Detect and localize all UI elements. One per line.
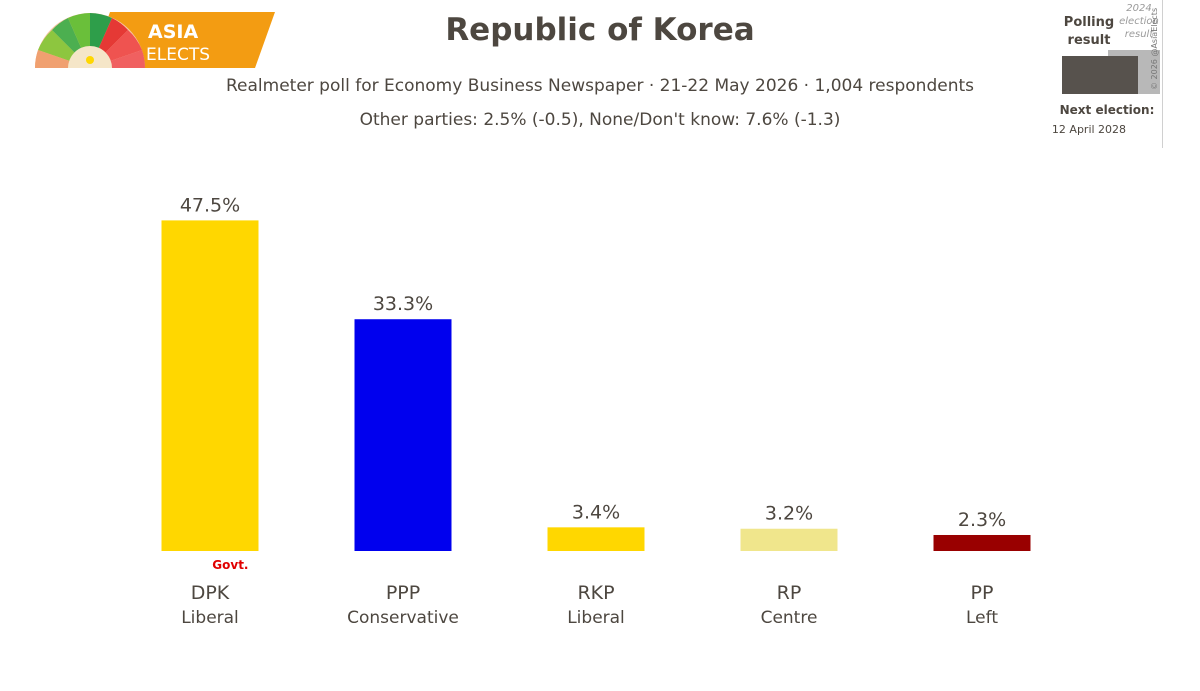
value-label-rp: 3.2% bbox=[765, 503, 813, 525]
party-label-pp: PP bbox=[971, 582, 994, 604]
party-label-rp: RP bbox=[777, 582, 802, 604]
ideology-label-dpk: Liberal bbox=[181, 608, 239, 628]
legend-election-label: 2024 election result bbox=[1119, 3, 1159, 40]
logo-text-asia: ASIA bbox=[148, 21, 198, 43]
party-label-ppp: PPP bbox=[386, 582, 420, 604]
value-label-ppp: 33.3% bbox=[373, 293, 433, 315]
ideology-label-rp: Centre bbox=[761, 608, 818, 628]
bar-rkp bbox=[547, 527, 645, 551]
asia-elects-logo: ASIA ELECTS bbox=[34, 12, 275, 68]
value-label-pp: 2.3% bbox=[958, 509, 1006, 531]
bar-ppp bbox=[354, 319, 452, 551]
value-label-rkp: 3.4% bbox=[572, 501, 620, 523]
next-election-date: 12 April 2028 bbox=[1051, 123, 1127, 136]
bar-rp bbox=[740, 528, 838, 551]
legend-polling-label: Polling result bbox=[1063, 15, 1115, 48]
party-label-dpk: DPK bbox=[191, 582, 230, 604]
poll-subtitle: Realmeter poll for Economy Business News… bbox=[226, 76, 974, 96]
sun-icon bbox=[34, 13, 146, 68]
bar-dpk bbox=[161, 220, 259, 551]
ideology-label-pp: Left bbox=[966, 608, 998, 628]
govt-annotation: Govt. bbox=[212, 558, 248, 572]
other-parties-note: Other parties: 2.5% (-0.5), None/Don't k… bbox=[359, 110, 841, 130]
logo-text-elects: ELECTS bbox=[146, 45, 210, 65]
legend-polling-swatch bbox=[1062, 56, 1138, 94]
ideology-label-ppp: Conservative bbox=[347, 608, 459, 628]
party-label-rkp: RKP bbox=[577, 582, 614, 604]
legend-panel bbox=[1050, 0, 1163, 148]
value-label-dpk: 47.5% bbox=[180, 194, 240, 216]
next-election-label: Next election: bbox=[1059, 103, 1155, 117]
page-title: Republic of Korea bbox=[445, 12, 755, 48]
ideology-label-rkp: Liberal bbox=[567, 608, 625, 628]
bar-pp bbox=[933, 534, 1031, 551]
